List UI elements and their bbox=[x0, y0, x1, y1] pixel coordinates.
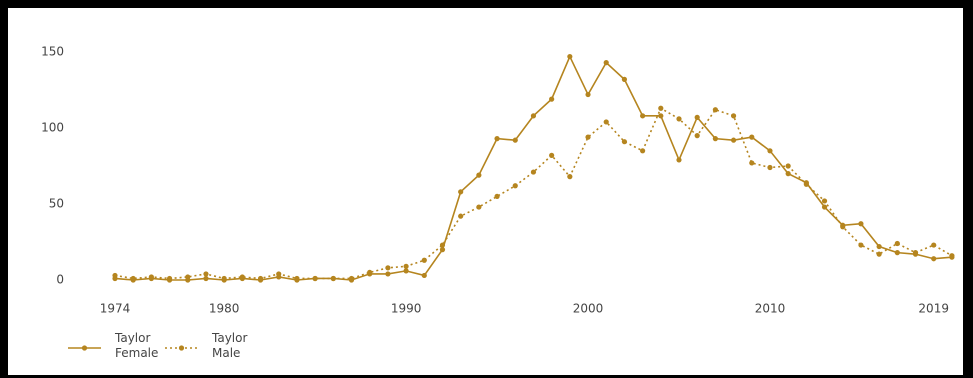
point bbox=[712, 107, 718, 113]
point bbox=[494, 193, 500, 199]
x-tick-label: 2000 bbox=[573, 302, 604, 316]
point bbox=[276, 271, 282, 277]
x-tick-label: 1974 bbox=[100, 302, 131, 316]
point bbox=[458, 189, 464, 195]
point bbox=[512, 137, 518, 143]
y-tick-label: 100 bbox=[41, 121, 64, 135]
point bbox=[749, 160, 755, 166]
point bbox=[439, 242, 446, 248]
point bbox=[840, 224, 846, 230]
point bbox=[730, 137, 737, 143]
point bbox=[148, 274, 154, 280]
point bbox=[603, 60, 609, 66]
point bbox=[385, 271, 391, 277]
point bbox=[221, 275, 227, 282]
point bbox=[894, 250, 900, 256]
point bbox=[676, 157, 682, 163]
x-tick-label: 1980 bbox=[209, 302, 240, 316]
point bbox=[549, 152, 555, 158]
point bbox=[858, 242, 864, 248]
point bbox=[294, 275, 300, 282]
point bbox=[403, 268, 409, 274]
point bbox=[785, 171, 791, 177]
y-tick-label: 0 bbox=[56, 273, 64, 287]
legend-label: Taylor Female bbox=[115, 331, 159, 360]
series-line bbox=[114, 54, 952, 281]
point bbox=[931, 242, 937, 248]
point bbox=[676, 116, 682, 122]
point bbox=[640, 113, 646, 119]
point bbox=[658, 105, 664, 111]
point bbox=[421, 257, 427, 263]
point bbox=[658, 113, 664, 119]
point bbox=[931, 256, 937, 262]
point bbox=[312, 275, 318, 282]
point bbox=[567, 174, 573, 180]
point bbox=[112, 272, 118, 279]
point bbox=[876, 243, 882, 250]
x-tick-label: 2019 bbox=[918, 302, 949, 316]
y-tick-label: 150 bbox=[41, 45, 64, 59]
point bbox=[894, 240, 900, 247]
point bbox=[621, 76, 628, 82]
point bbox=[585, 91, 591, 98]
point bbox=[494, 136, 500, 142]
point bbox=[185, 274, 191, 280]
point bbox=[949, 253, 955, 259]
point bbox=[367, 269, 373, 275]
point bbox=[694, 114, 700, 120]
point bbox=[585, 134, 591, 140]
point bbox=[530, 113, 537, 119]
legend-swatch-point bbox=[178, 345, 185, 351]
point bbox=[166, 275, 173, 282]
point bbox=[421, 272, 427, 279]
legend-label: Taylor Male bbox=[212, 331, 248, 360]
point bbox=[785, 163, 791, 169]
point bbox=[203, 271, 209, 277]
point bbox=[621, 139, 628, 145]
point bbox=[603, 119, 609, 125]
point bbox=[257, 275, 264, 282]
point bbox=[385, 265, 391, 271]
series-line bbox=[114, 107, 953, 280]
point bbox=[530, 169, 537, 175]
y-tick-label: 50 bbox=[49, 197, 64, 211]
point bbox=[476, 172, 482, 178]
x-tick-label: 2010 bbox=[755, 302, 786, 316]
point bbox=[403, 263, 409, 269]
point bbox=[767, 164, 773, 171]
point bbox=[549, 96, 555, 102]
point bbox=[730, 113, 737, 119]
point bbox=[130, 275, 136, 282]
point bbox=[821, 204, 828, 210]
point bbox=[749, 134, 755, 140]
point bbox=[640, 148, 646, 154]
point bbox=[858, 221, 864, 227]
point bbox=[912, 250, 919, 256]
point bbox=[458, 213, 464, 219]
point bbox=[476, 204, 482, 210]
point bbox=[330, 275, 336, 282]
point bbox=[239, 274, 245, 280]
point bbox=[821, 198, 828, 204]
point bbox=[712, 136, 718, 142]
point bbox=[876, 251, 882, 257]
x-tick-label: 1990 bbox=[391, 302, 422, 316]
point bbox=[203, 275, 209, 282]
point bbox=[512, 183, 518, 189]
point bbox=[439, 247, 446, 253]
point bbox=[567, 53, 573, 60]
point bbox=[767, 148, 773, 154]
point bbox=[348, 275, 355, 282]
legend-swatch-point bbox=[81, 345, 88, 351]
point bbox=[803, 181, 809, 187]
point bbox=[694, 133, 700, 139]
